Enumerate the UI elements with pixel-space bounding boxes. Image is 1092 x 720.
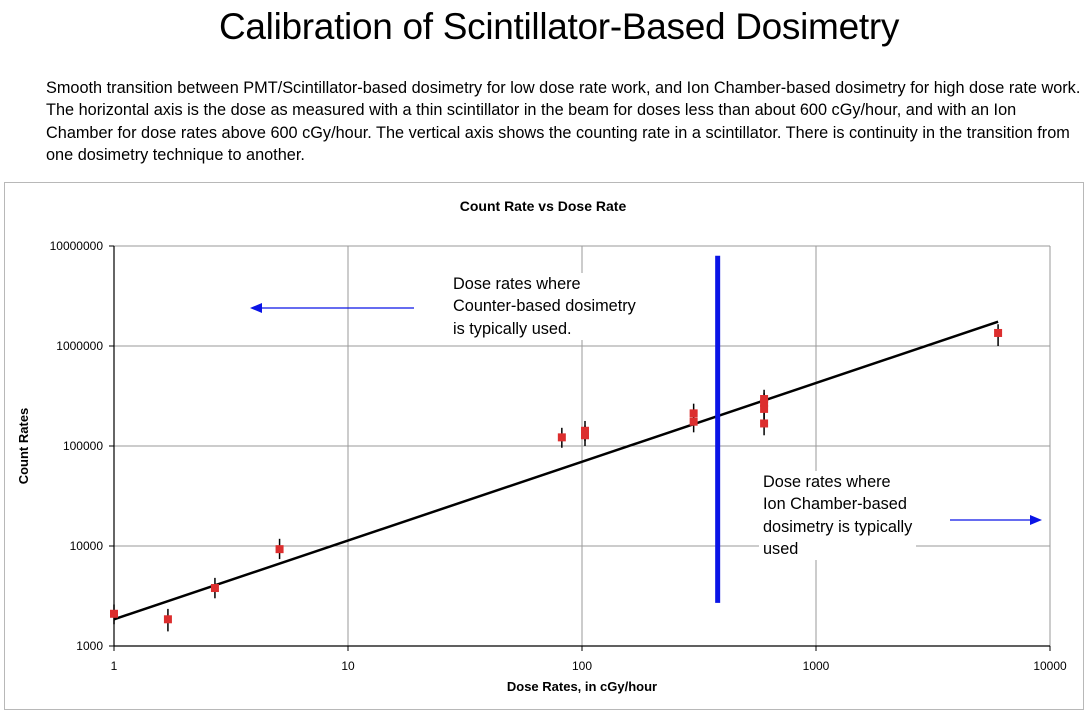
data-point	[760, 395, 769, 404]
fit-line	[113, 320, 999, 621]
annotation-line: is typically used.	[453, 319, 572, 338]
x-tick-label: 10	[341, 659, 355, 673]
right-arrow-head	[1030, 515, 1042, 525]
data-point	[581, 426, 590, 435]
y-tick-label: 10000000	[50, 239, 104, 253]
annotation-line: Dose rates where	[763, 473, 891, 491]
annotation-arrows	[250, 303, 1042, 525]
fit-line-layer	[113, 320, 999, 621]
left-arrow-head	[250, 303, 262, 313]
page-title: Calibration of Scintillator-Based Dosime…	[218, 6, 900, 47]
chart-frame	[4, 182, 1084, 710]
annotation-line: Dose rates where	[453, 275, 581, 293]
annotation-line: Counter-based dosimetry	[453, 297, 636, 316]
data-point	[110, 609, 118, 618]
x-tick-label: 1	[111, 659, 118, 673]
y-tick-label: 1000000	[56, 339, 103, 353]
x-tick-label: 10000	[1033, 659, 1067, 673]
counter-annotation: Dose rates where Counter-based dosimetry…	[449, 273, 640, 340]
data-point	[275, 545, 284, 554]
y-tick-label: 10000	[70, 539, 104, 553]
annotation-line: dosimetry is typically	[763, 517, 913, 536]
description-paragraph: Smooth transition between PMT/Scintillat…	[46, 79, 1081, 164]
annotation-line: Ion Chamber-based	[763, 495, 907, 514]
y-tick-label: 1000	[76, 639, 103, 653]
data-point	[994, 328, 1003, 337]
data-point	[760, 404, 769, 413]
annotation-line: used	[763, 539, 799, 558]
data-point	[210, 584, 219, 593]
axes: 1 10 100 1000 10000 1000 10000 100000 1000000 100…	[50, 239, 1067, 673]
data-point	[163, 615, 172, 624]
x-axis-label: Dose Rates, in cGy/hour	[507, 679, 657, 694]
data-point	[557, 433, 566, 442]
ion-chamber-annotation: Dose rates where Ion Chamber-based dosim…	[759, 471, 917, 561]
data-point	[581, 431, 590, 440]
x-tick-label: 1000	[803, 659, 830, 673]
x-tick-label: 100	[572, 659, 592, 673]
data-point	[689, 409, 698, 418]
data-points	[110, 328, 1003, 624]
data-point	[689, 417, 698, 426]
y-axis-label: Count Rates	[16, 408, 31, 485]
y-tick-label: 100000	[63, 439, 103, 453]
data-point	[760, 419, 769, 428]
chart-title: Count Rate vs Dose Rate	[460, 198, 627, 214]
